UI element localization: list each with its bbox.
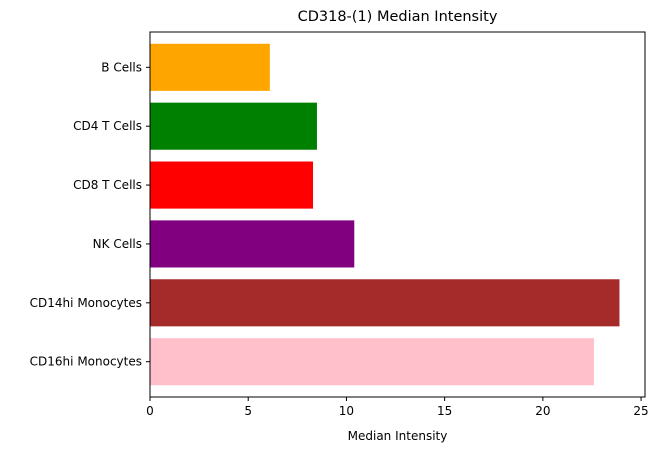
x-tick-label: 25 [633, 404, 648, 418]
y-tick-label: B Cells [101, 60, 142, 74]
bars-group [150, 43, 620, 386]
bar-b-cells [150, 43, 270, 91]
bar-nk-cells [150, 220, 355, 268]
bar-cd16hi-monocytes [150, 338, 594, 386]
bar-cd14hi-monocytes [150, 279, 620, 327]
bar-cd4-t-cells [150, 102, 317, 150]
x-tick-label: 5 [244, 404, 252, 418]
plot-frame [149, 31, 646, 398]
bar-cd8-t-cells [150, 161, 314, 209]
y-tick-label: CD16hi Monocytes [30, 355, 142, 369]
x-axis-label: Median Intensity [348, 429, 448, 443]
x-axis-ticks: 0 5 10 15 20 25 [146, 397, 649, 418]
x-tick-label: 20 [535, 404, 550, 418]
y-tick-label: CD4 T Cells [73, 119, 142, 133]
y-tick-label: CD14hi Monocytes [30, 296, 142, 310]
y-tick-label: NK Cells [93, 237, 142, 251]
x-tick-label: 0 [146, 404, 154, 418]
x-tick-label: 15 [437, 404, 452, 418]
chart-title: CD318-(1) Median Intensity [298, 9, 498, 25]
x-tick-label: 10 [339, 404, 354, 418]
y-tick-label: CD8 T Cells [73, 178, 142, 192]
y-axis-ticks: B Cells CD4 T Cells CD8 T Cells NK Cells CD1… [30, 60, 150, 369]
